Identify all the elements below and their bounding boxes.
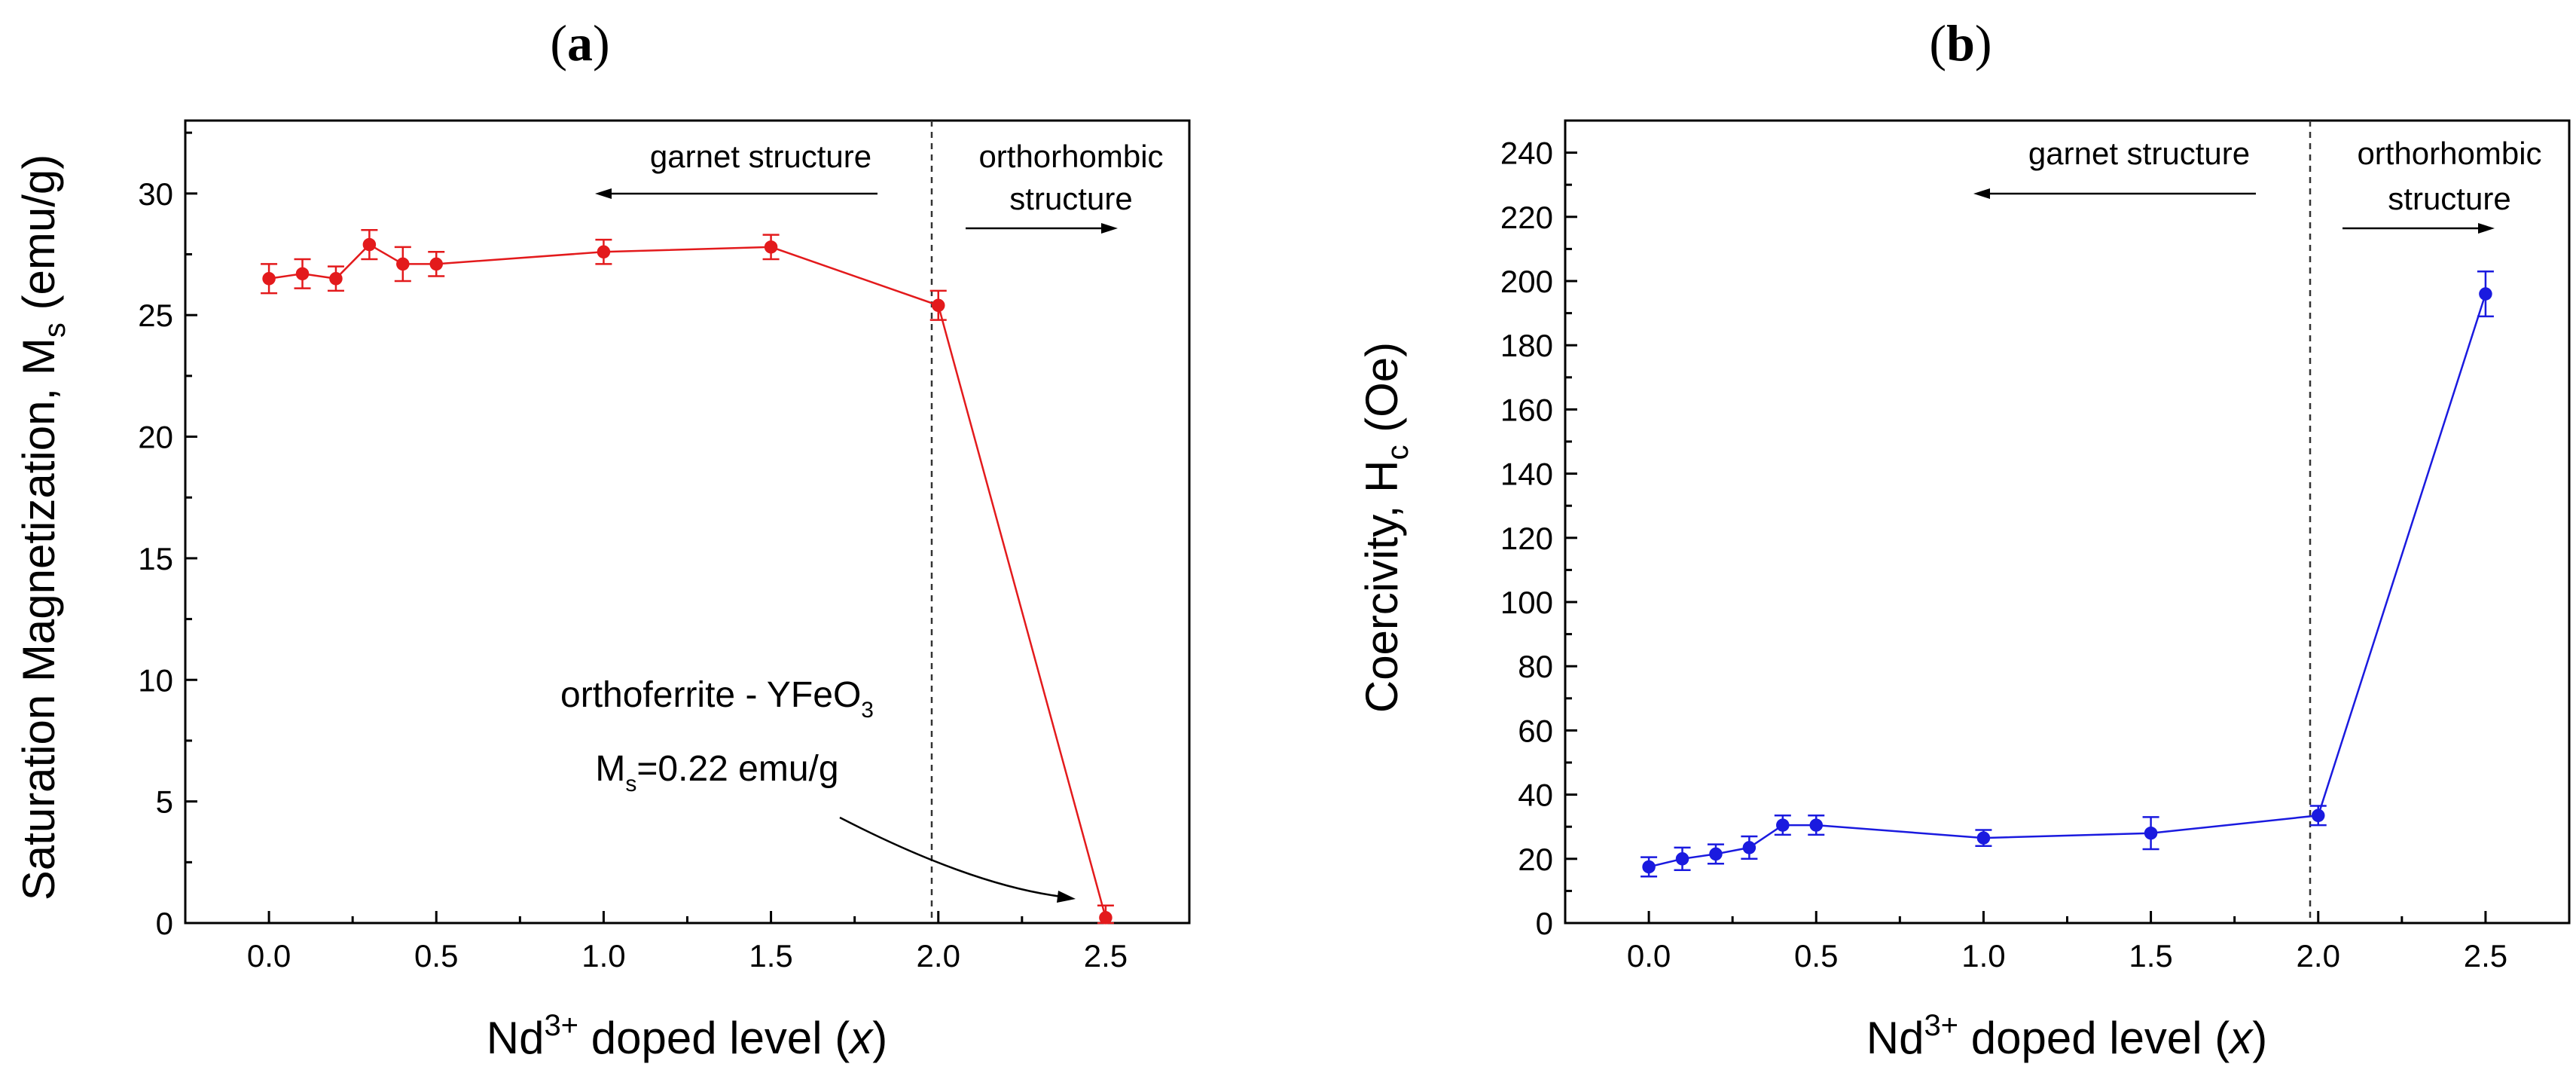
panel-b-plot-frame [1564,119,2571,925]
panel-b: (b) 0.0 0.5 1.0 1.5 2.0 2.5 0 20 40 60 80 100 120 140… [1357,14,2571,1063]
panel-b-x-tick-label: 1.0 [1961,938,2005,974]
panel-a-series-line [268,243,1107,919]
panel-a-garnet-arrowhead [595,188,612,199]
panel-b-ortho-label-1: orthorhombic [2357,136,2541,171]
panel-b-x-tick-label: 0.0 [1627,938,1671,974]
panel-a-orthoferrite-label: orthoferrite - YFeO3 [560,675,874,723]
panel-a-y-tick-label: 10 [138,662,173,698]
panel-a-data-point [764,240,778,254]
panel-a-y-tick-label: 0 [156,906,173,941]
panel-b-axis-ticks: 0.0 0.5 1.0 1.5 2.0 2.5 0 20 40 60 80 100 120 140 160 1… [1500,136,2507,974]
panel-a-plot-frame [184,119,1191,925]
panel-a-data-point [295,267,310,281]
panel-b-x-tick-label: 1.5 [2129,938,2172,974]
panel-b-y-tick-label: 240 [1500,136,1553,171]
panel-a-data-point [1099,911,1113,925]
panel-b-series-line [1648,293,2487,868]
panel-b-ortho-arrowhead [2478,223,2495,234]
panel-b-y-tick-label: 220 [1500,200,1553,235]
panel-b-y-tick-label: 20 [1518,842,1553,877]
panel-b-y-tick-label: 200 [1500,264,1553,299]
panel-b-data-point [2144,826,2158,840]
panel-a-data-point [262,272,276,286]
panel-a-x-tick-label: 0.5 [414,938,458,974]
panel-a-x-tick-label: 2.0 [917,938,960,974]
panel-b-y-tick-label: 160 [1500,392,1553,427]
panel-b-y-tick-label: 120 [1500,521,1553,556]
panel-b-data-point [1809,818,1823,832]
panel-b-y-tick-label: 60 [1518,713,1553,748]
panel-a: (a) 0.0 0.5 1.0 1.5 2.0 2.5 0 5 10 15 20 25 30 garne… [14,14,1191,1063]
panel-b-data-point [1642,860,1656,874]
panel-a-ortho-label-1: orthorhombic [978,139,1163,174]
panel-b-ortho-label-2: structure [2388,181,2510,216]
panel-b-data-point [1976,831,1991,845]
panel-b-label: (b) [1929,14,1992,72]
panel-a-axis-ticks: 0.0 0.5 1.0 1.5 2.0 2.5 0 5 10 15 20 25 30 [138,131,1128,974]
panel-a-data-point [932,298,945,313]
panel-a-data-point [362,237,377,252]
panel-b-data-point [1776,818,1790,832]
panel-b-garnet-label: garnet structure [2028,136,2250,171]
panel-b-data-point [2312,808,2325,823]
panel-a-ortho-label-2: structure [1009,181,1132,216]
panel-b-y-tick-label: 180 [1500,328,1553,363]
panel-b-data-point [2479,287,2492,301]
panel-a-callout-curve [839,816,1063,898]
panel-a-ms-value-label: Ms=0.22 emu/g [595,749,838,796]
panel-b-series [1641,270,2494,878]
panel-b-data-point [1709,847,1723,861]
panel-b-data-point [1675,852,1689,866]
panel-a-callout-arrowhead [1057,891,1076,903]
panel-a-y-tick-label: 25 [138,298,173,333]
panel-a-y-tick-label: 5 [156,784,173,820]
panel-b-x-axis-label: Nd3+ doped level (x) [1866,1009,2268,1063]
panel-a-data-point [396,257,410,271]
panel-b-y-axis-label: Coercivity, Hc (Oe) [1357,342,1415,713]
panel-a-y-axis-label: Saturation Magnetization, Ms (emu/g) [14,154,72,900]
panel-a-y-tick-label: 30 [138,176,173,212]
panel-b-y-tick-label: 40 [1518,778,1553,813]
panel-a-x-axis-label: Nd3+ doped level (x) [487,1009,888,1063]
panel-a-series [261,228,1114,925]
panel-a-y-tick-label: 15 [138,541,173,576]
panel-a-data-point [329,272,343,286]
panel-b-x-tick-label: 2.0 [2297,938,2340,974]
panel-b-x-tick-label: 2.5 [2464,938,2507,974]
panel-b-data-point [1742,841,1757,854]
panel-a-x-tick-label: 1.5 [749,938,792,974]
panel-a-x-tick-label: 2.5 [1084,938,1128,974]
panel-b-x-tick-label: 0.5 [1794,938,1838,974]
panel-a-y-tick-label: 20 [138,420,173,455]
panel-a-label: (a) [550,14,609,72]
panel-a-x-tick-label: 1.0 [581,938,625,974]
panel-a-data-point [597,245,611,259]
panel-b-y-tick-label: 0 [1536,906,1553,941]
panel-b-y-tick-label: 80 [1518,649,1553,684]
panel-a-x-tick-label: 0.0 [247,938,291,974]
panel-a-data-point [429,257,443,271]
panel-b-garnet-arrowhead [1973,188,1990,199]
panel-b-y-tick-label: 140 [1500,457,1553,492]
panel-a-garnet-label: garnet structure [650,139,871,174]
panel-a-ortho-arrowhead [1101,223,1118,234]
panel-b-y-tick-label: 100 [1500,585,1553,620]
